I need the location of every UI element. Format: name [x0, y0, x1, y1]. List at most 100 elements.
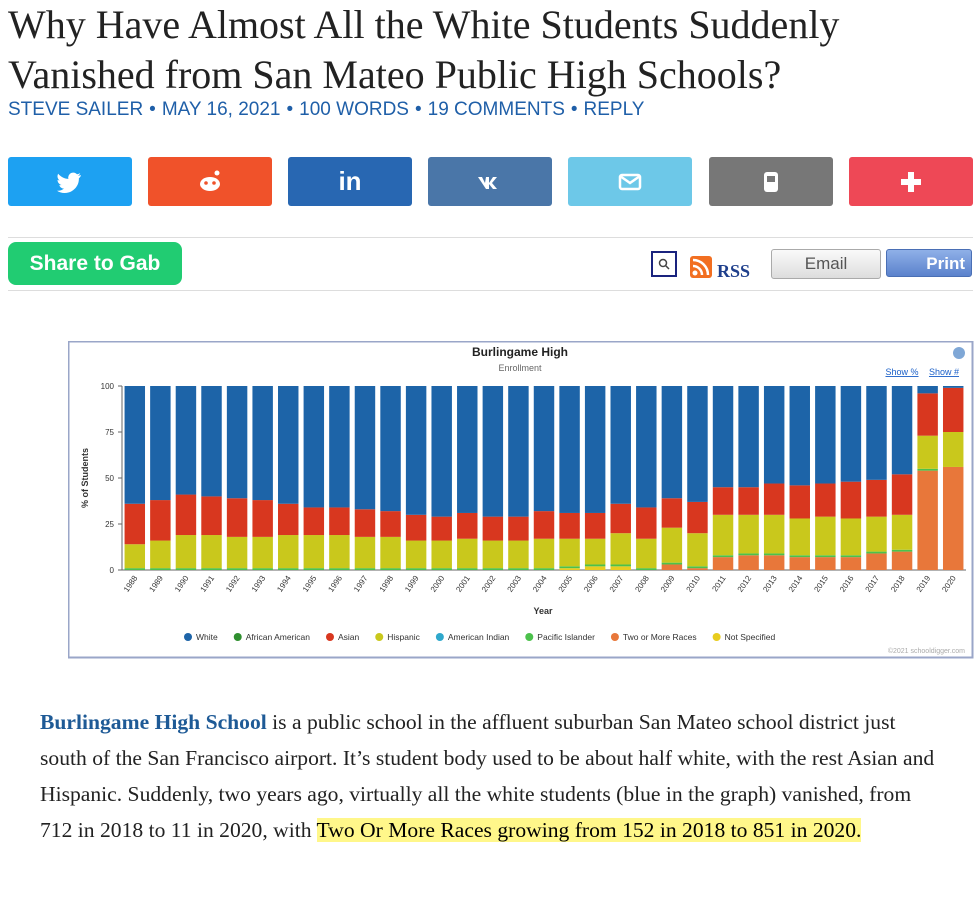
bar-segment — [124, 544, 146, 569]
bar-segment — [150, 500, 171, 541]
divider — [8, 290, 973, 291]
bar-segment — [201, 386, 222, 497]
rss-icon[interactable] — [690, 256, 712, 278]
bar-segment — [354, 509, 376, 537]
bar-segment — [584, 566, 606, 570]
bar-segment — [891, 386, 913, 475]
bar-segment — [431, 568, 452, 570]
bar-segment — [687, 386, 708, 502]
bar-segment — [584, 564, 606, 567]
bar-segment — [482, 516, 504, 541]
bar-segment — [226, 386, 248, 499]
bar-segment — [533, 511, 555, 539]
legend-label: American Indian — [448, 632, 510, 642]
bar-segment — [917, 435, 938, 469]
reddit-button[interactable] — [148, 157, 272, 206]
bar-segment — [942, 387, 964, 432]
print-button[interactable]: Print — [886, 249, 972, 277]
bar-segment — [175, 535, 197, 569]
legend-label: Asian — [338, 632, 360, 642]
bar-segment — [687, 501, 708, 534]
search-button[interactable] — [651, 251, 677, 277]
bar-segment — [763, 553, 785, 556]
more-button[interactable] — [849, 157, 973, 206]
bar-segment — [303, 535, 325, 569]
bar-segment — [124, 503, 146, 545]
bar-segment — [278, 535, 299, 569]
bar-segment — [789, 518, 810, 556]
bar-segment — [712, 557, 734, 570]
bar-segment — [278, 568, 299, 570]
bar-segment — [840, 557, 862, 570]
bar-segment — [763, 555, 785, 570]
bar-segment — [508, 386, 529, 517]
chart: Burlingame High Enrollment Show % Show #… — [68, 341, 974, 659]
x-axis-label: Year — [533, 606, 553, 616]
bar-segment — [354, 386, 376, 510]
bar-segment — [917, 468, 938, 471]
byline-separator: • — [286, 99, 294, 120]
bar-segment — [789, 555, 810, 558]
bar-segment — [405, 514, 427, 541]
show-number-link[interactable]: Show # — [929, 367, 959, 377]
bar-segment — [917, 393, 938, 436]
byline-item[interactable]: 19 COMMENTS — [427, 99, 565, 120]
bar-segment — [815, 555, 836, 558]
bar-segment — [508, 540, 529, 569]
rss-link[interactable]: RSS — [717, 261, 751, 281]
bar-segment — [610, 386, 631, 504]
byline: STEVE SAILER • MAY 16, 2021 • 100 WORDS • 19 C… — [8, 99, 644, 121]
byline-item[interactable]: 100 WORDS — [299, 99, 409, 120]
vk-button[interactable] — [428, 157, 552, 206]
bar-segment — [942, 466, 964, 570]
bar-segment — [866, 553, 887, 570]
byline-separator: • — [570, 99, 578, 120]
bar-segment — [661, 562, 683, 565]
email-share-button[interactable] — [568, 157, 692, 206]
print-share-button[interactable] — [709, 157, 833, 206]
byline-item[interactable]: REPLY — [583, 99, 645, 120]
bar-segment — [815, 386, 836, 484]
bar-segment — [201, 535, 222, 569]
byline-item[interactable]: MAY 16, 2021 — [161, 99, 281, 120]
bar-segment — [789, 557, 810, 570]
chart-subtitle: Enrollment — [498, 363, 542, 373]
help-icon[interactable] — [953, 347, 965, 359]
twitter-button[interactable] — [8, 157, 132, 206]
bar-segment — [457, 538, 478, 569]
bar-segment — [687, 566, 708, 569]
bar-segment — [457, 386, 478, 513]
school-link[interactable]: Burlingame High School — [40, 710, 267, 734]
bar-segment — [584, 512, 606, 539]
bar-segment — [278, 386, 299, 504]
legend-label: Two or More Races — [623, 632, 697, 642]
bar-segment — [738, 487, 759, 515]
bar-segment — [431, 516, 452, 541]
byline-separator: • — [149, 99, 156, 120]
linkedin-button[interactable]: in — [288, 157, 412, 206]
bar-segment — [201, 568, 222, 570]
article-title: Why Have Almost All the White Students S… — [8, 2, 840, 97]
y-tick-label: 100 — [101, 382, 115, 391]
gab-button[interactable]: Share to Gab — [8, 242, 182, 285]
bar-segment — [891, 549, 913, 552]
byline-item[interactable]: STEVE SAILER — [8, 99, 144, 120]
bar-segment — [559, 538, 580, 567]
legend-marker — [712, 633, 721, 641]
bar-segment — [405, 568, 427, 570]
bar-segment — [891, 514, 913, 550]
email-button[interactable]: Email — [771, 249, 881, 279]
bar-segment — [687, 533, 708, 567]
bar-segment — [380, 568, 401, 570]
bar-segment — [636, 538, 657, 569]
bar-segment — [815, 557, 836, 570]
bar-segment — [763, 483, 785, 515]
bar-segment — [815, 516, 836, 556]
bar-segment — [252, 386, 273, 501]
bar-segment — [584, 386, 606, 513]
show-percent-link[interactable]: Show % — [885, 367, 918, 377]
bar-segment — [303, 386, 325, 508]
bar-segment — [636, 568, 657, 570]
bar-segment — [201, 496, 222, 536]
